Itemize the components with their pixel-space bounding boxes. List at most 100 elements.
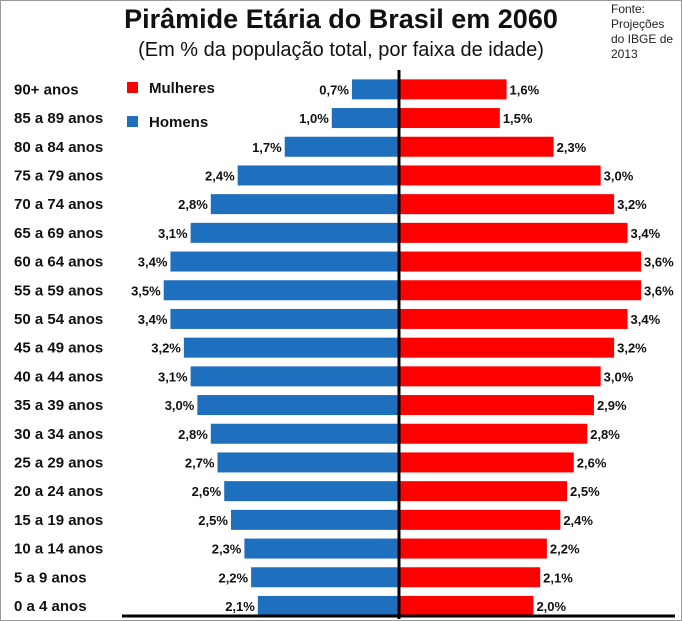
legend-swatch-homens bbox=[127, 116, 138, 127]
age-label: 75 a 79 anos bbox=[14, 167, 103, 184]
legend: Mulheres Homens bbox=[127, 80, 215, 131]
bar-mulheres bbox=[399, 136, 554, 157]
bar-homens bbox=[163, 280, 399, 301]
bar-homens bbox=[237, 165, 399, 186]
age-label: 30 a 34 anos bbox=[14, 426, 103, 443]
value-label-mulheres: 2,5% bbox=[570, 484, 600, 499]
chart-title: Pirâmide Etária do Brasil em 2060 bbox=[124, 4, 558, 34]
age-label: 15 a 19 anos bbox=[14, 512, 103, 529]
value-label-homens: 2,5% bbox=[198, 513, 228, 528]
value-label-mulheres: 2,0% bbox=[536, 599, 566, 614]
bar-mulheres bbox=[399, 337, 615, 358]
bar-mulheres bbox=[399, 222, 628, 243]
bar-homens bbox=[244, 538, 399, 559]
bar-homens bbox=[230, 509, 399, 530]
value-label-mulheres: 1,5% bbox=[503, 111, 533, 126]
value-label-homens: 2,1% bbox=[225, 599, 255, 614]
value-label-mulheres: 3,2% bbox=[617, 341, 647, 356]
bar-homens bbox=[170, 308, 399, 329]
value-label-homens: 2,2% bbox=[218, 570, 248, 585]
bar-mulheres bbox=[399, 165, 601, 186]
bar-mulheres bbox=[399, 108, 500, 129]
source-note: Fonte: Projeções do IBGE de 2013 bbox=[611, 2, 674, 61]
value-label-homens: 3,5% bbox=[131, 283, 161, 298]
bar-homens bbox=[257, 595, 399, 616]
legend-label-homens: Homens bbox=[149, 114, 208, 131]
value-label-mulheres: 2,6% bbox=[577, 455, 607, 470]
value-label-homens: 2,6% bbox=[192, 484, 222, 499]
value-label-homens: 2,7% bbox=[185, 455, 215, 470]
bar-mulheres bbox=[399, 280, 641, 301]
value-label-homens: 2,3% bbox=[212, 542, 242, 557]
bar-homens bbox=[170, 251, 399, 272]
value-label-mulheres: 3,0% bbox=[604, 369, 634, 384]
value-label-mulheres: 2,4% bbox=[563, 513, 593, 528]
value-label-mulheres: 2,3% bbox=[557, 140, 587, 155]
age-label: 70 a 74 anos bbox=[14, 196, 103, 213]
bar-mulheres bbox=[399, 251, 641, 272]
value-label-homens: 3,2% bbox=[151, 341, 181, 356]
axes-layer bbox=[122, 70, 675, 619]
bar-mulheres bbox=[399, 538, 547, 559]
bar-mulheres bbox=[399, 194, 615, 215]
age-label: 60 a 64 anos bbox=[14, 254, 103, 271]
value-label-mulheres: 1,6% bbox=[510, 82, 540, 97]
bar-homens bbox=[190, 222, 399, 243]
value-label-homens: 3,4% bbox=[138, 255, 168, 270]
value-label-homens: 2,8% bbox=[178, 197, 208, 212]
bar-mulheres bbox=[399, 481, 568, 502]
value-label-mulheres: 2,1% bbox=[543, 570, 573, 585]
bar-homens bbox=[190, 366, 399, 387]
bar-mulheres bbox=[399, 423, 588, 444]
value-label-homens: 2,4% bbox=[205, 168, 235, 183]
bar-homens bbox=[210, 194, 399, 215]
value-label-homens: 1,0% bbox=[299, 111, 329, 126]
age-label: 50 a 54 anos bbox=[14, 311, 103, 328]
age-label: 10 a 14 anos bbox=[14, 541, 103, 558]
bar-homens bbox=[217, 452, 399, 473]
age-label: 35 a 39 anos bbox=[14, 397, 103, 414]
age-label: 80 a 84 anos bbox=[14, 139, 103, 156]
age-label: 0 a 4 anos bbox=[14, 598, 87, 615]
bar-mulheres bbox=[399, 308, 628, 329]
bar-homens bbox=[251, 567, 399, 588]
bar-homens bbox=[331, 108, 399, 129]
age-label: 25 a 29 anos bbox=[14, 454, 103, 471]
legend-swatch-mulheres bbox=[127, 82, 138, 93]
legend-label-mulheres: Mulheres bbox=[149, 80, 215, 97]
labels-layer: 90+ anos 0,7% 1,6% 85 a 89 anos 1,0% 1,5% 80 a… bbox=[14, 81, 674, 615]
bar-mulheres bbox=[399, 567, 541, 588]
age-label: 45 a 49 anos bbox=[14, 340, 103, 357]
age-label: 55 a 59 anos bbox=[14, 282, 103, 299]
bars-layer bbox=[163, 79, 641, 616]
value-label-mulheres: 3,0% bbox=[604, 168, 634, 183]
bar-homens bbox=[197, 395, 399, 416]
value-label-homens: 3,0% bbox=[165, 398, 195, 413]
value-label-mulheres: 2,9% bbox=[597, 398, 627, 413]
bar-homens bbox=[210, 423, 399, 444]
age-label: 20 a 24 anos bbox=[14, 483, 103, 500]
value-label-homens: 0,7% bbox=[319, 82, 349, 97]
value-label-homens: 3,1% bbox=[158, 369, 188, 384]
age-label: 5 a 9 anos bbox=[14, 569, 87, 586]
value-label-mulheres: 2,8% bbox=[590, 427, 620, 442]
bar-mulheres bbox=[399, 395, 594, 416]
value-label-homens: 1,7% bbox=[252, 140, 282, 155]
bar-homens bbox=[351, 79, 399, 100]
bar-mulheres bbox=[399, 509, 561, 530]
bar-homens bbox=[284, 136, 399, 157]
bar-mulheres bbox=[399, 366, 601, 387]
bar-mulheres bbox=[399, 595, 534, 616]
value-label-homens: 3,1% bbox=[158, 226, 188, 241]
bar-homens bbox=[224, 481, 399, 502]
bar-homens bbox=[183, 337, 399, 358]
value-label-mulheres: 2,2% bbox=[550, 542, 580, 557]
age-label: 40 a 44 anos bbox=[14, 368, 103, 385]
value-label-mulheres: 3,4% bbox=[631, 226, 661, 241]
age-label: 85 a 89 anos bbox=[14, 110, 103, 127]
bar-mulheres bbox=[399, 79, 507, 100]
value-label-mulheres: 3,6% bbox=[644, 255, 674, 270]
value-label-mulheres: 3,6% bbox=[644, 283, 674, 298]
age-label: 65 a 69 anos bbox=[14, 225, 103, 242]
